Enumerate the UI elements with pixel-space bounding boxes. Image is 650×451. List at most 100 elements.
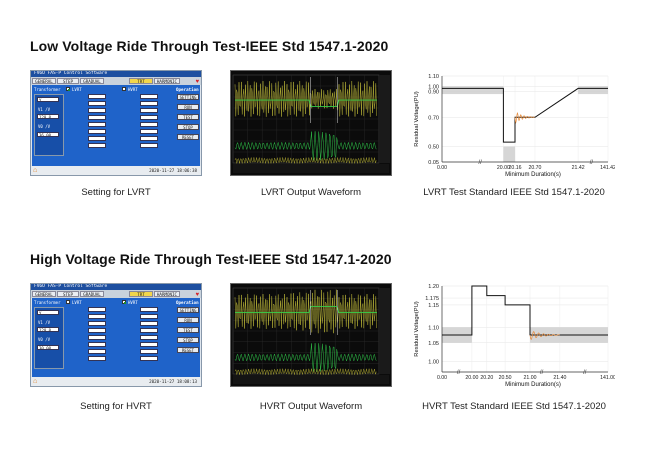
tab-general[interactable]: GENERAL <box>32 291 56 297</box>
tab-harmonic[interactable]: HARMONIC <box>154 78 180 84</box>
tab-general[interactable]: GENERAL <box>32 78 56 84</box>
axis-break-mark: // <box>590 160 594 166</box>
parameter-field[interactable] <box>88 115 106 120</box>
transient-ringing <box>529 331 560 340</box>
parameter-field[interactable] <box>88 307 106 312</box>
tolerance-band <box>442 86 504 95</box>
parameter-field[interactable] <box>88 328 106 333</box>
parameter-field[interactable] <box>140 129 158 134</box>
stop-button[interactable]: STOP <box>177 124 199 130</box>
x-tick-label: 20.20 <box>480 375 493 381</box>
axis-break-mark: // <box>479 160 483 166</box>
parameter-field[interactable] <box>88 136 106 141</box>
parameter-field[interactable] <box>140 335 158 340</box>
section-title-hvrt: High Voltage Ride Through Test-IEEE Std … <box>30 251 392 267</box>
parameter-field[interactable] <box>140 314 158 319</box>
parameter-field[interactable] <box>88 342 106 347</box>
reset-button[interactable]: RESET <box>177 347 199 353</box>
parameter-field[interactable] <box>140 321 158 326</box>
setting-button[interactable]: SETTING <box>177 307 199 313</box>
voltage-trace <box>234 289 377 334</box>
parameter-field[interactable] <box>88 101 106 106</box>
parameter-field[interactable] <box>88 335 106 340</box>
parameter-field[interactable] <box>140 342 158 347</box>
y-tick-label: 1.20 <box>428 284 439 290</box>
x-axis-label: Minimum Duration(s) <box>505 172 561 178</box>
operation-title: Operation <box>176 300 199 305</box>
tab-step[interactable]: STEP <box>57 291 79 297</box>
tab-trt[interactable]: TRT <box>129 78 153 84</box>
parameter-field[interactable] <box>140 115 158 120</box>
lvrt-check-label: LVRT <box>72 87 82 92</box>
mode-box-label: Transformer <box>34 300 61 305</box>
parameter-field[interactable] <box>88 356 106 361</box>
parameter-field[interactable] <box>88 94 106 99</box>
settings-body: Transformer Y V1 /V 120.0 V0 /V 30.00 LV… <box>32 298 200 377</box>
reset-button[interactable]: RESET <box>177 134 199 140</box>
run-button[interactable]: RUN <box>177 104 199 110</box>
v0-field[interactable]: 36.00 <box>37 132 59 137</box>
aux-trace <box>234 368 377 375</box>
v1-field[interactable]: 120.0 <box>37 327 59 332</box>
test-button[interactable]: TEST <box>177 114 199 120</box>
parameter-field[interactable] <box>140 122 158 127</box>
parameter-field[interactable] <box>88 129 106 134</box>
voltage-profile-line <box>442 87 608 143</box>
run-button[interactable]: RUN <box>177 317 199 323</box>
hvrt-checkbox[interactable] <box>122 300 126 304</box>
hvrt-checkbox[interactable] <box>122 87 126 91</box>
current-trace <box>234 343 377 372</box>
parameter-field[interactable] <box>140 136 158 141</box>
parameter-field[interactable] <box>88 349 106 354</box>
lvrt-settings-screenshot: FV6O FAS-P Control Software GENERAL STEP… <box>30 70 202 176</box>
rms-trace <box>235 99 377 107</box>
parameter-field[interactable] <box>140 328 158 333</box>
v0-field[interactable]: 30.00 <box>37 345 59 350</box>
parameter-field[interactable] <box>140 143 158 148</box>
v0-label: V0 /V <box>38 124 51 129</box>
left-panel: Y V1 /V 120.0 V0 /V 30.00 <box>34 307 64 369</box>
mode-select[interactable]: Y <box>37 97 59 102</box>
y-tick-label: 0.05 <box>428 160 439 166</box>
caption-hvrt-waveform: HVRT Output Waveform <box>259 401 363 412</box>
datetime: 2020-11-27 18:08:13 <box>149 379 197 384</box>
parameter-field[interactable] <box>88 314 106 319</box>
parameter-field[interactable] <box>88 321 106 326</box>
lvrt-scope-screenshot <box>230 70 392 176</box>
home-icon[interactable]: ⌂ <box>33 167 38 174</box>
setting-button[interactable]: SETTING <box>177 94 199 100</box>
parameter-field[interactable] <box>140 108 158 113</box>
y-tick-label: 1.00 <box>428 360 439 366</box>
scope-side-panel <box>380 288 390 374</box>
parameter-field[interactable] <box>140 94 158 99</box>
parameter-field[interactable] <box>88 143 106 148</box>
y-tick-label: 1.10 <box>428 74 439 80</box>
lvrt-checkbox[interactable] <box>66 87 70 91</box>
x-axis-label: Minimum Duration(s) <box>505 382 561 388</box>
parameter-field[interactable] <box>140 349 158 354</box>
parameter-field[interactable] <box>140 101 158 106</box>
tab-step[interactable]: STEP <box>57 78 79 84</box>
tab-gradual[interactable]: GRADUAL <box>80 291 104 297</box>
y-tick-label: 0.90 <box>428 89 439 95</box>
parameter-field[interactable] <box>88 108 106 113</box>
v1-field[interactable]: 120.0 <box>37 114 59 119</box>
test-button[interactable]: TEST <box>177 327 199 333</box>
lvrt-checkbox[interactable] <box>66 300 70 304</box>
caption-lvrt-waveform: LVRT Output Waveform <box>261 187 361 198</box>
parameter-field[interactable] <box>88 122 106 127</box>
tab-harmonic[interactable]: HARMONIC <box>154 291 180 297</box>
tolerance-band <box>578 86 608 95</box>
tab-trt[interactable]: TRT <box>129 291 153 297</box>
parameter-field[interactable] <box>140 307 158 312</box>
status-footer: ⌂ 2020-11-27 18:08:13 <box>31 377 201 386</box>
mode-select[interactable]: Y <box>37 310 59 315</box>
scope-side-panel <box>380 75 390 163</box>
current-trace <box>234 131 377 161</box>
parameter-field[interactable] <box>140 356 158 361</box>
home-icon[interactable]: ⌂ <box>33 378 38 385</box>
tab-gradual[interactable]: GRADUAL <box>80 78 104 84</box>
hvrt-standard-chart: 1.00 1.05 1.10 1.15 1.175 1.20 0.00 20.00 20.20 2… <box>410 280 615 392</box>
y-tick-label: 1.15 <box>428 303 439 309</box>
stop-button[interactable]: STOP <box>177 337 199 343</box>
